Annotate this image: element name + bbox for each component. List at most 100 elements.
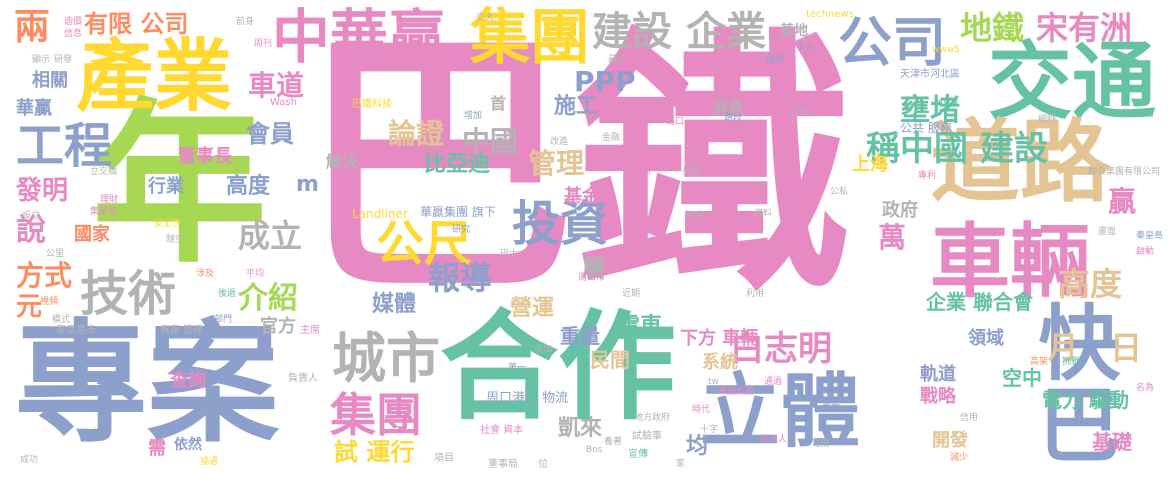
word-cheng-li: 成立 [238,217,303,255]
word-jian-shao: 減少 [950,453,969,463]
word-shi-gu: 事故 [822,403,841,413]
word-wan: 萬 [878,221,907,254]
word-ji-shu: 技術 [80,266,177,322]
word-che-dao: 車道 [248,69,305,102]
word-tw: tw [708,377,719,387]
word-wei: 位 [538,459,548,470]
word-zi-liao: 資料 [754,209,773,219]
word-gao-du-right: 高度 [1058,265,1123,303]
word-xia-fang-che-liang: 下方 車輛 [680,328,759,349]
word-jin-rong: 金融 [602,133,621,143]
word-zhou-kou-shi: 周口市 [578,273,606,283]
word-gong-li: 公里 [46,249,65,259]
word-di-yi: 第一 [508,363,527,373]
word-xia-fang: 下方 [796,43,815,53]
word-qi-dong: 啟動 [1136,247,1155,257]
word-zao-jia: 造價 [64,17,83,27]
word-fang-shi: 方式 [16,259,73,292]
word-ming-wei: 名為 [1136,383,1155,393]
word-shi-yun-xing: 試 運行 [334,438,415,466]
word-che-liang: 車輛 [930,215,1090,308]
word-zhou-kan: 周刊 [254,39,273,49]
word-bao-dao: 報導 [428,259,493,297]
word-tou-zi: 投資 [512,196,609,252]
word-zeng-jia: 增加 [464,111,483,121]
word-tu-pian: 圖片 [634,167,653,177]
word-xu: 需 [148,438,166,459]
word-bos: Bos [586,445,603,455]
word-she-li: 設立 [22,211,41,221]
word-ji-ju-qu: 集聚區 [90,207,118,217]
word-jia: 家 [676,459,686,469]
word-yuan: 元 [16,292,43,322]
word-tong-guo: 通過 [764,377,783,387]
word-ping-jun: 平均 [246,269,265,279]
word-xie-tong: 協通 [200,457,219,467]
word-ji-chu: 基礎 [1092,430,1132,454]
word-ppp: PPP [574,65,636,98]
word-zui-jia: 最佳 [608,55,627,65]
word-gong-gong-fu-wu: 公共 服務 [900,121,952,135]
word-shi-pin: 視頻 [40,297,59,307]
word-li-ti: 立體 [700,365,860,458]
word-www: www [936,97,959,107]
word-gai-jin: 改進 [550,137,569,147]
word-zhu-ce: 註冊 [812,439,831,449]
word-lian-he-ji-tuan: 聯合集團有限公司 [1088,167,1161,177]
word-wang-ye: 網野 [1038,115,1057,125]
word-hou-guo: 後過 [218,289,237,299]
word-shou: 首 [490,94,507,113]
word-kong-zhong: 空中 [1002,366,1042,390]
word-technews: technews [806,9,854,20]
word-qin-huang-dao: 秦皇島 [1136,231,1164,241]
word-bi-ya-di: 比亞迪 [424,152,491,177]
word-min-jian: 民間 [590,348,630,372]
word-kai-fa: 開發 [932,430,968,451]
word-xi-tong: 系統 [702,352,738,373]
word-dong-shi-zhang: 董事長 [178,146,232,167]
word-dong-shi-ju: 董事局 [488,459,518,470]
word-zhu-xi: 主席 [300,325,320,336]
word-di-tie: 地鐵 [960,9,1025,47]
word-guan-li: 管理 [528,147,585,180]
word-hua-mian: 畫面 [1098,227,1117,237]
word-dao-lu: 道路 [930,110,1110,215]
word-an-quan-xing: 安全性 [154,219,182,229]
word-mei-guo: 美國 [682,167,701,177]
word-hui-yuan: 會員 [246,120,294,148]
word-lu-duan: 路段 [724,113,743,123]
word-ba-tie-ke-ji: 巴鐵科技 [352,99,392,110]
word-gong-cheng: 工程 [16,118,113,174]
word-zhou-kou-gang-kou-wu-liu: 周口港口 物流 [486,391,569,406]
word-shi-dai: 時代 [692,405,711,415]
word-zhong-liang: 重量 [560,324,600,348]
word-tiao-zhan: 挑戰 [1062,357,1081,367]
word-ji-jin: 基金 [564,186,600,207]
word-liang: 兩 [14,7,51,48]
word-hua-ying: 華贏 [16,98,52,119]
word-ji-tuan-top: 集團 [470,3,590,73]
word-gong-si-small: 公私 [830,187,849,197]
word-ying-yun: 營運 [510,296,555,321]
word-mei-ti: 媒體 [372,292,417,317]
word-li-yong: 利用 [746,289,765,299]
word-jie-jue: 解決 [326,152,359,171]
word-dian-che: 電車 [618,314,663,339]
word-jun: 均 [686,434,709,459]
word-sui-kong: 隧空 [166,235,185,245]
word-xin-yong: 信用 [960,413,979,423]
word-xiang-guan: 相關 [32,70,68,91]
word-qi-ye: 企業 [686,9,766,55]
word-zi-chan-guan-li: 資產 管理 [160,325,204,336]
word-tou-zi-ren: 投資人 [760,435,788,445]
word-ling-yu: 領域 [968,328,1004,349]
word-guan-fang: 官方 [260,316,296,337]
word-kai-lai: 凱來 [558,416,603,441]
word-cheng-gong: 成功 [20,455,39,465]
word-gui-dao: 軌道 [920,364,956,385]
word-shuo: 說 [16,213,46,248]
word-di-fang-zheng-fu: 地方政府 [634,413,671,423]
word-tian-jin: 天津市河北區 [900,69,960,80]
word-qin-huang-dao-shi: 秦皇島市 [56,325,96,336]
word-xing-ye: 行業 [148,176,184,197]
